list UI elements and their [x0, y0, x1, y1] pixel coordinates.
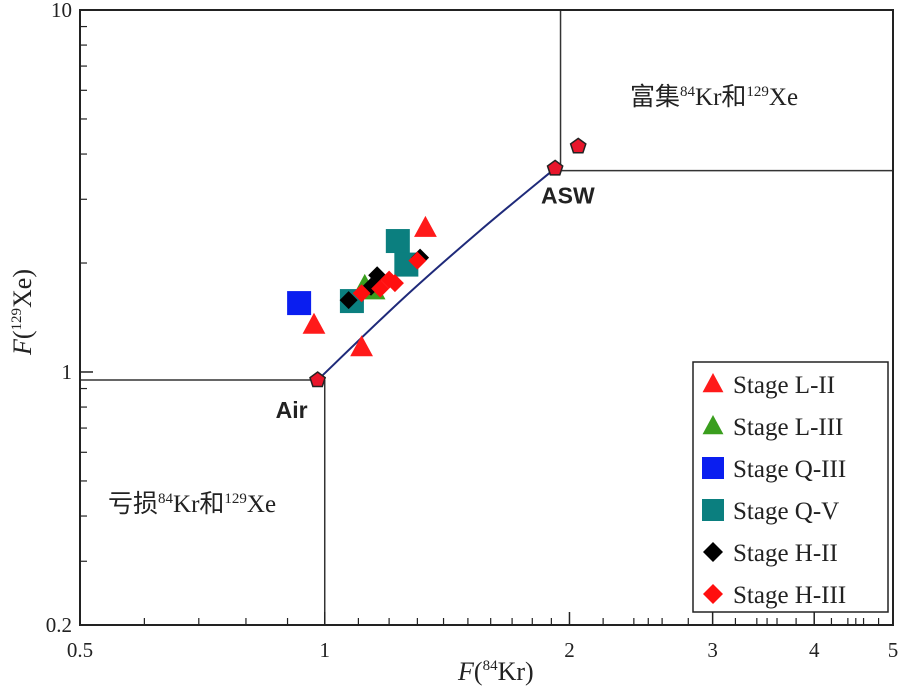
point-series-0-2	[414, 215, 437, 237]
y-axis-title-paren-open: (	[8, 330, 37, 339]
enriched-label-text-b: Kr和	[695, 83, 746, 111]
air-asw-mixing-curve	[316, 167, 556, 381]
legend-marker-5	[703, 584, 723, 604]
x-axis-title: F(84Kr)	[457, 657, 534, 686]
reference-point-1	[546, 159, 564, 176]
x-axis-title-paren-open: (	[474, 657, 483, 686]
x-axis-title-element: Kr	[498, 657, 526, 686]
x-tick-label-0: 0.5	[67, 638, 93, 662]
y-axis-title-element: Xe	[8, 278, 37, 308]
reference-label-1: ASW	[541, 182, 595, 208]
reference-label-0: Air	[276, 397, 308, 423]
reference-point-2	[569, 137, 587, 154]
x-tick-label-2: 2	[564, 638, 575, 662]
legend-label-4: Stage H-II	[733, 540, 838, 567]
region-boxes	[80, 10, 893, 625]
point-series-5-4	[408, 251, 427, 270]
legend-marker-0	[702, 373, 724, 393]
point-series-4-0	[339, 291, 358, 310]
depleted-label-sup-b: 129	[224, 491, 247, 507]
point-series-5-0	[352, 284, 371, 303]
legend-label-1: Stage L-III	[733, 414, 843, 441]
point-series-0-0	[302, 312, 326, 334]
y-axis-title: F(129Xe)	[8, 269, 37, 356]
y-axis-title-prefix: F	[8, 338, 37, 356]
depleted-region-label: 亏损84Kr和129Xe	[108, 490, 276, 518]
point-series-2-0	[287, 291, 312, 316]
y-tick-label-2: 10	[51, 0, 72, 22]
legend-label-0: Stage L-II	[733, 372, 835, 399]
legend-label-5: Stage H-III	[733, 582, 846, 609]
x-tick-label-1: 1	[319, 638, 330, 662]
legend-marker-2	[702, 457, 724, 479]
legend-marker-4	[703, 542, 723, 562]
point-series-5-3	[385, 274, 404, 293]
x-axis-title-paren-close: )	[525, 657, 534, 686]
y-axis-title-sup: 129	[9, 308, 25, 331]
y-tick-label-0: 0.2	[46, 613, 72, 637]
x-tick-label-3: 3	[707, 638, 718, 662]
enriched-label-text-a: 富集	[630, 83, 680, 111]
plot-frame	[79, 9, 894, 626]
enriched-region-label: 富集84Kr和129Xe	[630, 83, 798, 111]
x-tick-label-4: 4	[809, 638, 820, 662]
enriched-label-text-c: Xe	[769, 84, 798, 111]
enriched-label-sup-b: 129	[746, 84, 769, 100]
point-series-3-1	[385, 229, 410, 254]
depleted-label-text-a: 亏损	[108, 490, 158, 518]
depleted-label-text-b: Kr和	[173, 490, 224, 518]
depleted-label-text-c: Xe	[247, 491, 276, 518]
reference-points: Air ASW	[276, 137, 595, 423]
data-points	[287, 215, 437, 357]
legend-box	[692, 361, 889, 613]
point-series-0-1	[350, 335, 373, 357]
x-axis-title-sup: 84	[483, 658, 499, 674]
x-axis-title-prefix: F	[457, 657, 475, 686]
x-tick-label-5: 5	[888, 638, 899, 662]
y-tick-label-1: 1	[62, 360, 73, 384]
legend-marker-3	[702, 499, 724, 521]
legend-marker-1	[702, 415, 724, 435]
depleted-label-sup-a: 84	[158, 491, 174, 507]
enriched-label-sup-a: 84	[680, 84, 696, 100]
y-axis-title-paren-close: )	[8, 269, 37, 278]
legend: Stage L-II Stage L-III Stage Q-III Stage Q-…	[692, 361, 889, 613]
legend-label-3: Stage Q-V	[733, 498, 839, 525]
legend-label-2: Stage Q-III	[733, 456, 846, 483]
axes: 0.5 1 2 3 4 5 0.2 1 10	[46, 0, 899, 662]
reference-point-0	[309, 371, 327, 388]
